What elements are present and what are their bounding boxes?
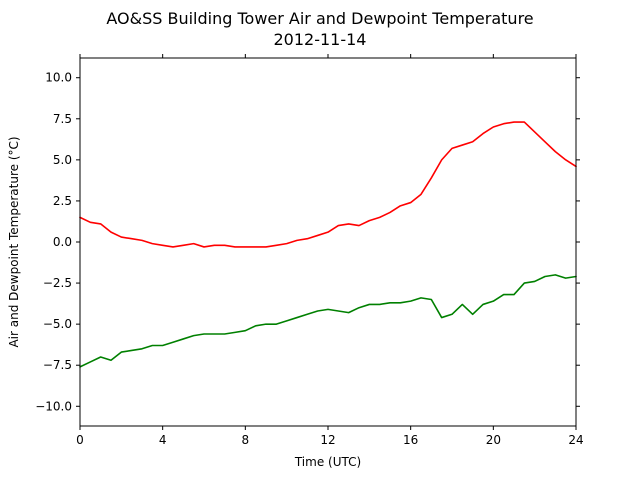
y-tick-label: 5.0 <box>53 153 72 167</box>
series-line-1 <box>79 274 577 368</box>
series-line-0 <box>79 121 577 248</box>
x-tick-label: 16 <box>403 433 418 447</box>
x-tick-label: 24 <box>568 433 583 447</box>
chart-subtitle-date: 2012-11-14 <box>274 30 367 49</box>
y-tick-label: 7.5 <box>53 112 72 126</box>
y-tick-label: 0.0 <box>53 235 72 249</box>
x-tick-label: 12 <box>320 433 335 447</box>
x-axis-label: Time (UTC) <box>294 455 361 469</box>
y-tick-label: 10.0 <box>45 71 72 85</box>
y-tick-label: −2.5 <box>43 276 72 290</box>
y-tick-label: −7.5 <box>43 358 72 372</box>
y-axis-label: Air and Dewpoint Temperature (°C) <box>7 136 21 347</box>
x-tick-label: 20 <box>486 433 501 447</box>
series-layer <box>79 121 577 368</box>
x-tick-label: 0 <box>76 433 84 447</box>
x-axis: 0 4 8 12 16 20 24 <box>76 54 584 447</box>
plot-frame <box>79 57 577 427</box>
chart-title: AO&SS Building Tower Air and Dewpoint Te… <box>106 9 533 28</box>
x-tick-label: 8 <box>242 433 250 447</box>
y-tick-label: −10.0 <box>35 399 72 413</box>
y-tick-label: 2.5 <box>53 194 72 208</box>
y-axis: −10.0 −7.5 −5.0 −2.5 0.0 2.5 5.0 7.5 10.0 <box>35 71 580 413</box>
x-tick-label: 4 <box>159 433 167 447</box>
y-tick-label: −5.0 <box>43 317 72 331</box>
